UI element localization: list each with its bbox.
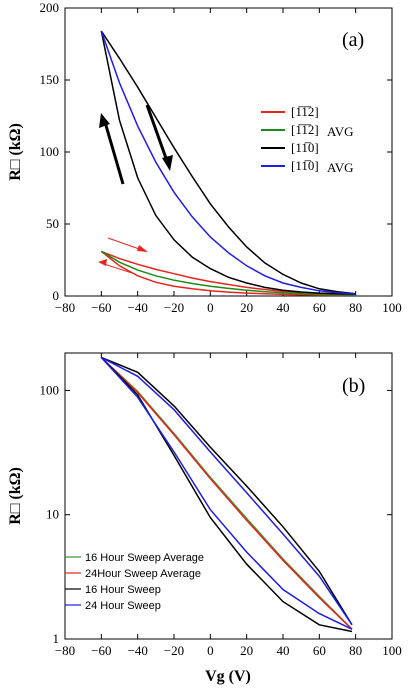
x-tick-label: 100	[382, 643, 402, 658]
panel-b-label: (b)	[342, 375, 365, 397]
panel-a-y-axis-label: R□ (kΩ)	[7, 123, 24, 181]
panel-b-frame	[64, 352, 393, 640]
y-tick-label: 1	[53, 631, 60, 646]
legend-label: 16 Hour Sweep Average	[85, 552, 204, 564]
x-tick-label: −40	[127, 643, 147, 658]
legend-label-sub: AVG	[327, 160, 354, 175]
x-tick-label: −40	[127, 300, 147, 315]
legend-label: 24 Hour Sweep	[85, 600, 161, 612]
x-tick-label: 80	[349, 643, 362, 658]
y-tick-label: 200	[40, 0, 60, 15]
y-tick-label: 100	[40, 144, 60, 159]
panel-a-sweep-arrows	[98, 104, 173, 274]
legend-label: [1̅1̅2]	[291, 122, 319, 137]
series-line-upper	[100, 30, 356, 295]
y-tick-label: 10	[46, 507, 59, 522]
series-line	[100, 30, 356, 295]
panel-b-series	[100, 356, 353, 633]
series-line-lower	[100, 356, 353, 633]
panel-b-axes: −80 −60 −40 −20 0 20 40 60 80 100 1 10 100	[40, 353, 402, 658]
legend-label: [11̅0]	[291, 158, 319, 173]
panel-b-chart: −80 −60 −40 −20 0 20 40 60 80 100 1 10 100 (b) R□ (k…	[7, 352, 402, 685]
series-line	[100, 250, 356, 296]
x-tick-label: 60	[313, 300, 326, 315]
big-arrow-up	[99, 113, 125, 185]
panel-a-label: (a)	[342, 29, 364, 51]
y-tick-label: 100	[40, 382, 60, 397]
x-tick-label: 40	[277, 300, 290, 315]
x-tick-label: 0	[207, 300, 214, 315]
x-tick-label: 20	[240, 300, 253, 315]
x-tick-label: −60	[91, 300, 111, 315]
series-line-lower	[100, 250, 356, 297]
x-tick-label: 60	[313, 643, 326, 658]
y-tick-label: 150	[40, 72, 60, 87]
x-tick-label: 80	[349, 300, 362, 315]
small-arrow-left	[98, 259, 133, 274]
panel-a-chart: −80 −60 −40 −20 0 20 40 60 80 100 0 50 100 150 200 (a)…	[7, 0, 402, 315]
y-tick-label: 50	[46, 216, 59, 231]
x-tick-label: 20	[240, 643, 253, 658]
x-tick-label: −60	[91, 643, 111, 658]
panel-b-y-axis-label: R□ (kΩ)	[7, 467, 24, 525]
y-tick-label: 0	[53, 288, 60, 303]
x-tick-label: −80	[55, 643, 75, 658]
panel-a-legend: [1̅1̅2] [1̅1̅2] AVG [11̅0] [11̅0] AVG	[261, 104, 354, 175]
series-line-upper	[101, 356, 353, 626]
legend-label: [11̅0]	[291, 140, 319, 155]
series-line	[100, 356, 353, 630]
x-tick-label: −20	[164, 643, 184, 658]
legend-label: 24Hour Sweep Average	[85, 568, 201, 580]
x-tick-label: −20	[164, 300, 184, 315]
x-tick-label: −80	[55, 300, 75, 315]
panel-b-legend: 16 Hour Sweep Average 24Hour Sweep Averag…	[65, 552, 204, 612]
series-line-lower	[100, 356, 353, 630]
panel-a-series	[100, 30, 356, 297]
x-tick-label: 100	[382, 300, 402, 315]
legend-label-sub: AVG	[327, 124, 354, 139]
x-tick-label: 40	[277, 643, 290, 658]
series-line-lower	[100, 30, 356, 296]
small-arrow-right	[107, 237, 148, 252]
legend-label: [1̅1̅2]	[291, 104, 319, 119]
x-tick-label: 0	[207, 643, 214, 658]
big-arrow-down	[145, 104, 173, 171]
legend-label: 16 Hour Sweep	[85, 584, 161, 596]
panel-b-x-axis-label: Vg (V)	[205, 668, 251, 685]
series-line-upper	[100, 356, 353, 626]
